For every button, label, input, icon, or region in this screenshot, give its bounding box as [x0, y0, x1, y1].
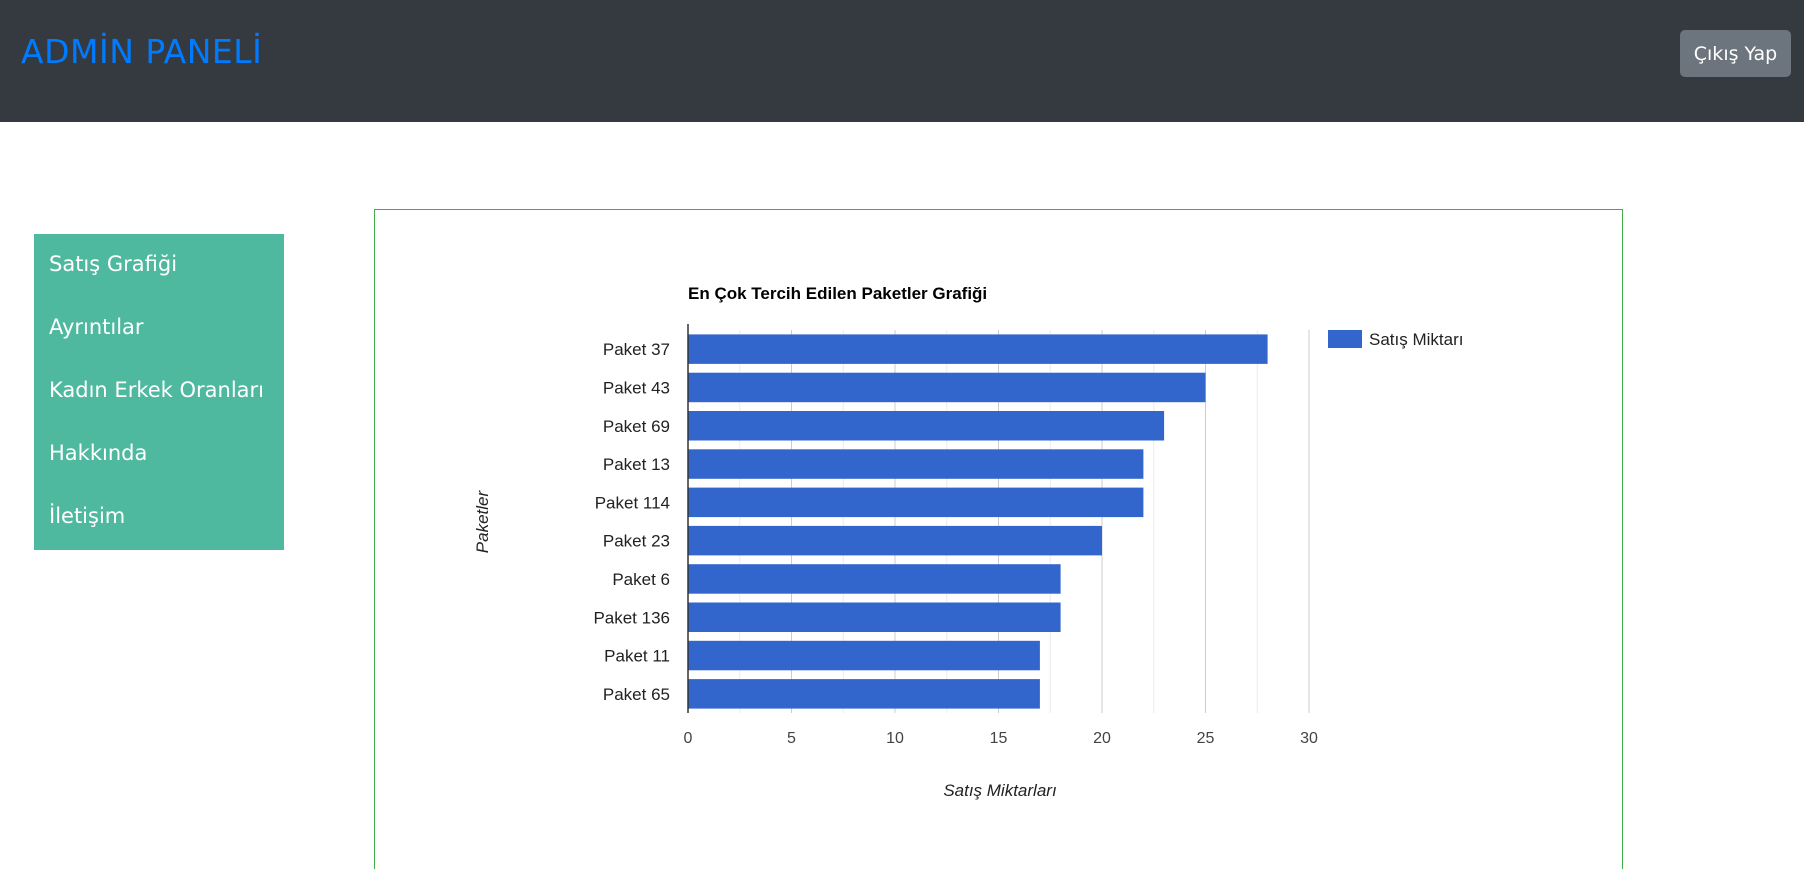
y-category-label: Paket 23	[603, 532, 670, 551]
sidebar-item-details[interactable]: Ayrıntılar	[49, 315, 144, 339]
bar[interactable]	[688, 411, 1165, 441]
bar[interactable]	[688, 564, 1061, 594]
bar[interactable]	[688, 602, 1061, 632]
x-tick-label: 0	[684, 730, 693, 747]
sidebar-item-sales-chart[interactable]: Satış Grafiği	[49, 252, 178, 276]
x-axis-label: Satış Miktarları	[943, 781, 1056, 800]
bar[interactable]	[688, 640, 1040, 671]
x-tick-label: 30	[1300, 730, 1318, 747]
legend-swatch	[1328, 330, 1362, 348]
y-category-label: Paket 114	[595, 493, 670, 512]
y-category-label: Paket 37	[603, 340, 670, 359]
bar[interactable]	[688, 372, 1206, 403]
y-category-label: Paket 65	[603, 685, 670, 704]
x-tick-label: 10	[886, 730, 904, 747]
bar[interactable]	[688, 525, 1102, 556]
x-tick-label: 20	[1093, 730, 1111, 747]
chart-container: Paket 37 Paket 43 Paket 69 Paket 13 Paket 11…	[374, 209, 1623, 869]
y-category-label: Paket 13	[603, 455, 670, 474]
x-tick-label: 15	[990, 730, 1008, 747]
bar[interactable]	[688, 679, 1040, 709]
chart-title: En Çok Tercih Edilen Paketler Grafiği	[688, 284, 987, 303]
y-category-label: Paket 6	[612, 570, 670, 589]
y-category-label: Paket 11	[604, 647, 670, 666]
top-navbar: ADMİN PANELİ Çıkış Yap	[0, 0, 1804, 122]
sidebar-menu: Satış Grafiği Ayrıntılar Kadın Erkek Ora…	[34, 234, 284, 550]
bar[interactable]	[688, 449, 1144, 479]
chart-bars	[688, 334, 1268, 709]
y-category-label: Paket 136	[593, 608, 670, 627]
sales-bar-chart: Paket 37 Paket 43 Paket 69 Paket 13 Paket 11…	[473, 284, 1463, 800]
bar[interactable]	[688, 334, 1268, 364]
brand-title[interactable]: ADMİN PANELİ	[21, 32, 263, 71]
y-category-label: Paket 69	[603, 417, 670, 436]
x-tick-label: 25	[1197, 730, 1215, 747]
chart-category-labels: Paket 37 Paket 43 Paket 69 Paket 13 Paket 11…	[593, 340, 670, 704]
logout-button[interactable]: Çıkış Yap	[1680, 30, 1791, 77]
legend-label: Satış Miktarı	[1369, 330, 1463, 349]
bar[interactable]	[688, 487, 1144, 518]
sidebar-item-contact[interactable]: İletişim	[49, 504, 126, 528]
sidebar-item-gender-ratios[interactable]: Kadın Erkek Oranları	[49, 378, 265, 402]
y-axis-label: Paketler	[473, 489, 492, 553]
x-tick-label: 5	[787, 730, 796, 747]
y-category-label: Paket 43	[603, 378, 670, 397]
sidebar-item-about[interactable]: Hakkında	[49, 441, 148, 465]
chart-tick-labels: 0 5 10 15 20 25 30	[684, 730, 1318, 747]
